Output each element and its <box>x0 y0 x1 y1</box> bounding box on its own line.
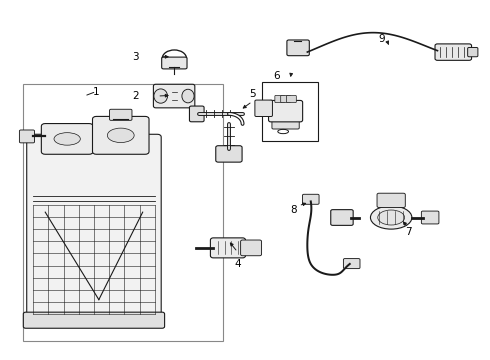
Text: 6: 6 <box>273 71 280 81</box>
Text: 3: 3 <box>132 52 139 62</box>
FancyBboxPatch shape <box>287 95 296 103</box>
FancyBboxPatch shape <box>421 211 439 224</box>
Text: 9: 9 <box>378 34 385 44</box>
FancyBboxPatch shape <box>162 57 187 69</box>
FancyBboxPatch shape <box>302 194 319 204</box>
FancyBboxPatch shape <box>269 100 303 122</box>
Text: 5: 5 <box>249 89 256 99</box>
FancyBboxPatch shape <box>110 109 132 120</box>
FancyBboxPatch shape <box>435 44 471 60</box>
FancyBboxPatch shape <box>255 100 272 117</box>
Ellipse shape <box>54 133 80 145</box>
FancyBboxPatch shape <box>216 146 242 162</box>
Text: 2: 2 <box>132 91 139 101</box>
Ellipse shape <box>107 128 134 143</box>
FancyBboxPatch shape <box>24 312 165 328</box>
Text: 4: 4 <box>234 259 241 269</box>
Ellipse shape <box>154 89 168 103</box>
FancyBboxPatch shape <box>41 123 93 154</box>
Text: 1: 1 <box>93 87 99 98</box>
FancyBboxPatch shape <box>275 95 285 103</box>
Ellipse shape <box>182 89 194 103</box>
Ellipse shape <box>378 210 405 225</box>
Text: 7: 7 <box>405 227 412 237</box>
FancyBboxPatch shape <box>377 193 405 207</box>
FancyBboxPatch shape <box>210 238 245 258</box>
FancyBboxPatch shape <box>153 84 195 108</box>
FancyBboxPatch shape <box>27 134 161 319</box>
FancyBboxPatch shape <box>272 119 299 129</box>
FancyBboxPatch shape <box>331 210 353 225</box>
Text: 8: 8 <box>291 205 297 215</box>
FancyBboxPatch shape <box>343 258 360 269</box>
FancyBboxPatch shape <box>190 106 204 122</box>
FancyBboxPatch shape <box>467 48 478 57</box>
FancyBboxPatch shape <box>20 130 34 143</box>
Bar <box>24 84 223 341</box>
FancyBboxPatch shape <box>93 116 149 154</box>
FancyBboxPatch shape <box>287 40 309 56</box>
FancyBboxPatch shape <box>241 240 262 256</box>
Bar <box>262 82 318 141</box>
FancyBboxPatch shape <box>281 95 291 103</box>
Ellipse shape <box>370 206 412 229</box>
